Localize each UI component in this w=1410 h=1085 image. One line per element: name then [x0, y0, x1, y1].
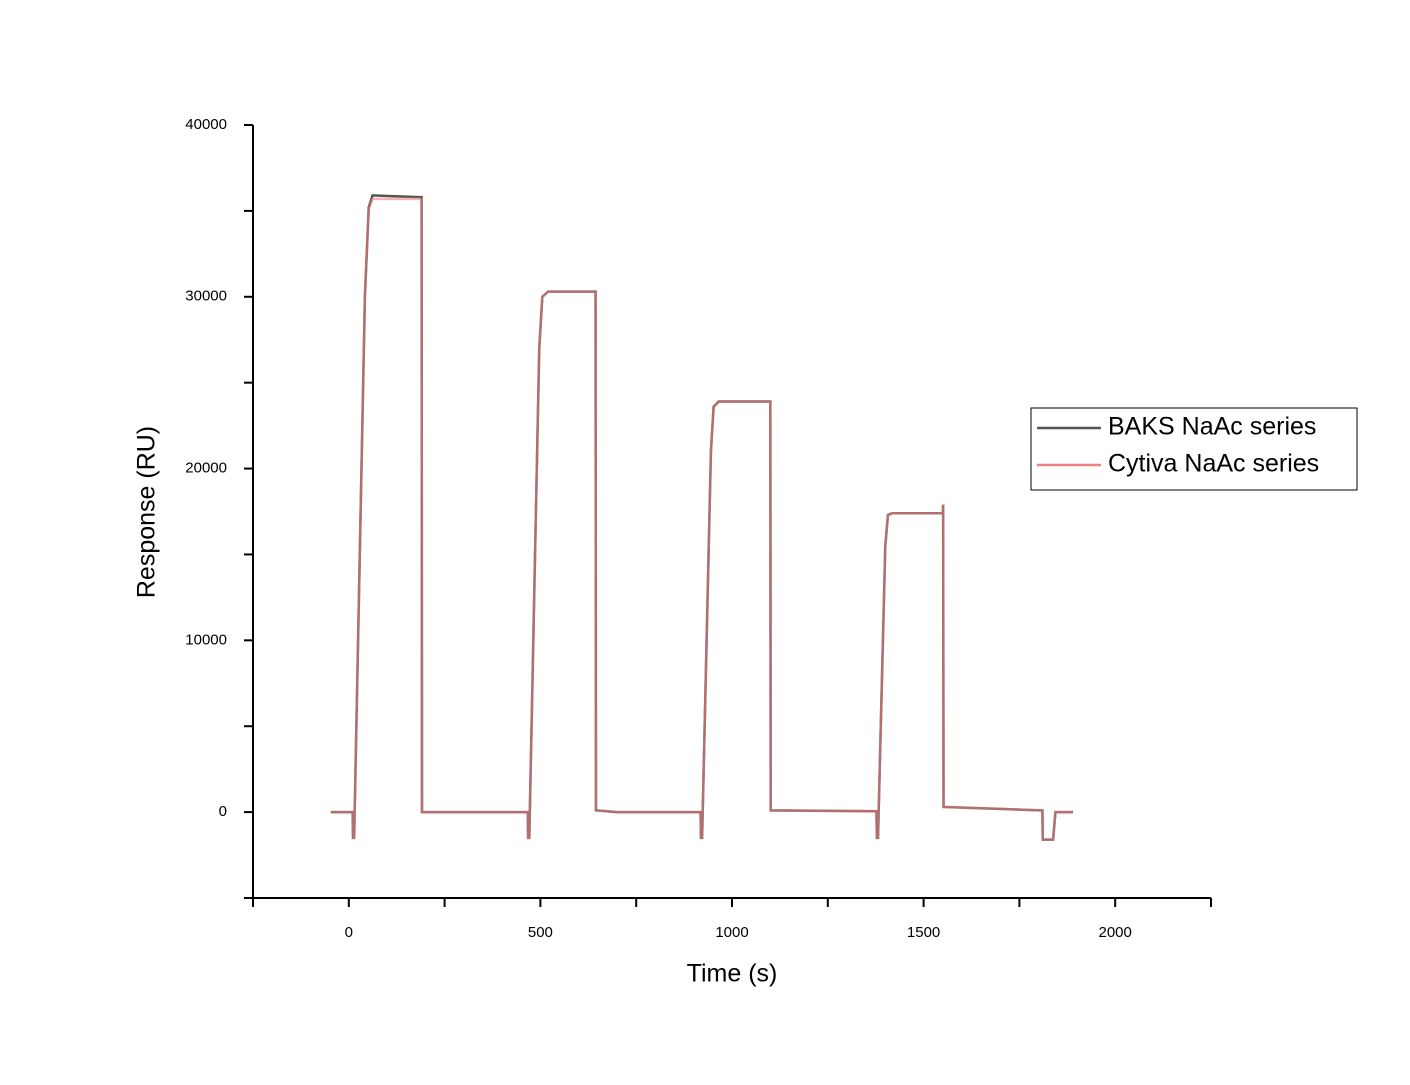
y-axis-label: Response (RU) [133, 426, 161, 598]
x-tick-label: 500 [528, 924, 553, 941]
legend-label: BAKS NaAc series [1108, 413, 1316, 441]
x-tick-label: 2000 [1099, 924, 1132, 941]
x-tick-label: 1000 [715, 924, 748, 941]
legend-label: Cytiva NaAc series [1108, 450, 1319, 478]
x-axis-label: Time (s) [687, 960, 778, 988]
y-tick-label: 0 [219, 803, 227, 820]
y-tick-label: 10000 [185, 631, 227, 648]
legend-box [1030, 407, 1358, 491]
x-tick-label: 0 [345, 924, 353, 941]
y-tick-label: 30000 [185, 288, 227, 305]
y-tick-label: 20000 [185, 460, 227, 477]
x-tick-label: 1500 [907, 924, 940, 941]
series-line [330, 194, 1074, 841]
series-line [330, 197, 1074, 841]
y-tick-label: 40000 [185, 116, 227, 133]
